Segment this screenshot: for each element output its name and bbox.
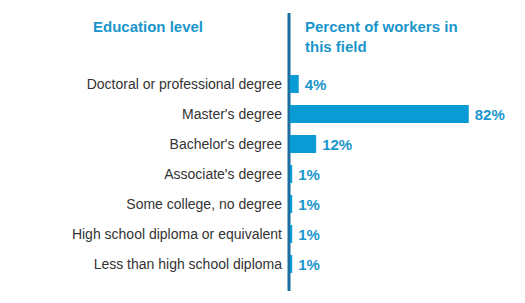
data-label: 1%: [298, 226, 320, 243]
bar: [290, 165, 292, 183]
category-label: Less than high school diploma: [94, 256, 283, 272]
data-label: 82%: [475, 106, 505, 123]
bar: [290, 255, 292, 273]
data-label: 1%: [298, 166, 320, 183]
title: Percent of workers in this field: [305, 18, 458, 55]
category-label: Master's degree: [182, 106, 282, 122]
data-label: 1%: [298, 196, 320, 213]
page: {"chart_data": {"type": "bar", "orientat…: [0, 0, 525, 303]
bar: [290, 105, 469, 123]
title-line: this field: [305, 38, 367, 55]
labels: Doctoral or professional degree 4% Master'…: [72, 76, 505, 273]
category-label: Some college, no degree: [126, 196, 282, 212]
category-label: Doctoral or professional degree: [87, 76, 283, 92]
chart: Education level Percent of workers in this…: [0, 0, 525, 303]
bars: [290, 75, 469, 273]
bar: [290, 195, 292, 213]
bar: [290, 75, 299, 93]
data-label: 1%: [298, 256, 320, 273]
axis-label: Education level: [93, 18, 203, 35]
category-label: Bachelor's degree: [170, 136, 283, 152]
category-label: High school diploma or equivalent: [72, 226, 282, 242]
bar: [290, 225, 292, 243]
title-line: Percent of workers in: [305, 18, 458, 35]
bar: [290, 135, 316, 153]
category-label: Associate's degree: [164, 166, 282, 182]
data-label: 12%: [322, 136, 352, 153]
data-label: 4%: [305, 76, 327, 93]
